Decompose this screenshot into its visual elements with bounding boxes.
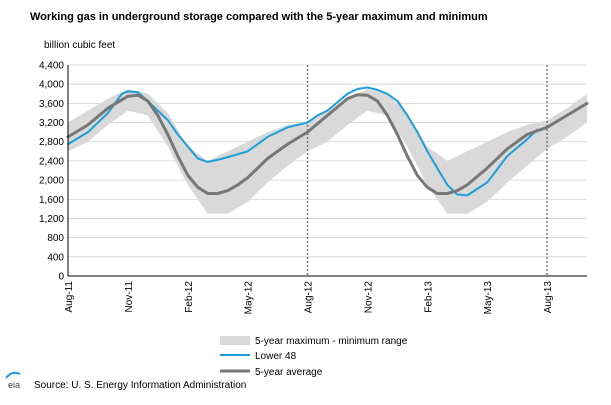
x-tick-label: Aug-12 xyxy=(304,281,315,314)
legend-label-range: 5-year maximum - minimum range xyxy=(255,336,408,347)
source-note: Source: U. S. Energy Information Adminis… xyxy=(34,380,246,391)
y-tick-label: 1,600 xyxy=(39,195,64,206)
y-tick-label: 2,400 xyxy=(39,156,64,167)
series-line-5yr-average xyxy=(66,93,589,195)
eia-logo-swoosh xyxy=(5,371,21,379)
gridlines xyxy=(68,64,587,258)
x-tick-label: Nov-12 xyxy=(363,281,374,314)
x-tick-label: May-12 xyxy=(244,281,255,315)
x-tick-label: Feb-13 xyxy=(423,281,434,313)
y-tick-label: 4,400 xyxy=(39,61,64,72)
x-tick-labels: Aug-11 Nov-11 Feb-12 May-12 Aug-12 Nov-12 Feb-… xyxy=(64,281,554,315)
y-tick-label: 3,600 xyxy=(39,99,64,110)
eia-logo: eia xyxy=(5,371,21,390)
x-tick-label: Feb-12 xyxy=(184,281,195,313)
range-band-area xyxy=(68,89,587,214)
y-tick-label: 2,000 xyxy=(39,176,64,187)
y-tick-label: 1,200 xyxy=(39,214,64,225)
y-tick-label: 0 xyxy=(58,272,64,283)
legend-label-lower48: Lower 48 xyxy=(255,351,297,362)
series-layer xyxy=(66,86,589,197)
y-tick-label: 4,000 xyxy=(39,80,64,91)
x-tick-label: Nov-11 xyxy=(124,281,135,313)
legend: 5-year maximum - minimum range Lower 48 … xyxy=(220,336,408,378)
axes xyxy=(67,65,587,277)
x-tick-label: Aug-13 xyxy=(543,281,554,314)
y-tick-labels: 0 400 800 1,200 1,600 2,000 2,400 2,800 3,200 3,6… xyxy=(39,61,64,283)
chart-title: Working gas in underground storage compa… xyxy=(30,11,488,23)
y-tick-label: 800 xyxy=(47,233,64,244)
y-tick-label: 2,800 xyxy=(39,137,64,148)
y-axis-unit-label: billion cubic feet xyxy=(44,40,115,51)
x-tick-label: May-13 xyxy=(483,281,494,315)
y-tick-label: 3,200 xyxy=(39,118,64,129)
y-tick-label: 400 xyxy=(47,252,64,263)
legend-swatch-range xyxy=(220,336,250,345)
range-band-layer xyxy=(68,89,587,214)
x-tick-label: Aug-11 xyxy=(64,281,75,313)
legend-label-5yr-avg: 5-year average xyxy=(255,367,323,378)
eia-logo-text: eia xyxy=(8,380,20,390)
year-dividers xyxy=(306,65,548,276)
